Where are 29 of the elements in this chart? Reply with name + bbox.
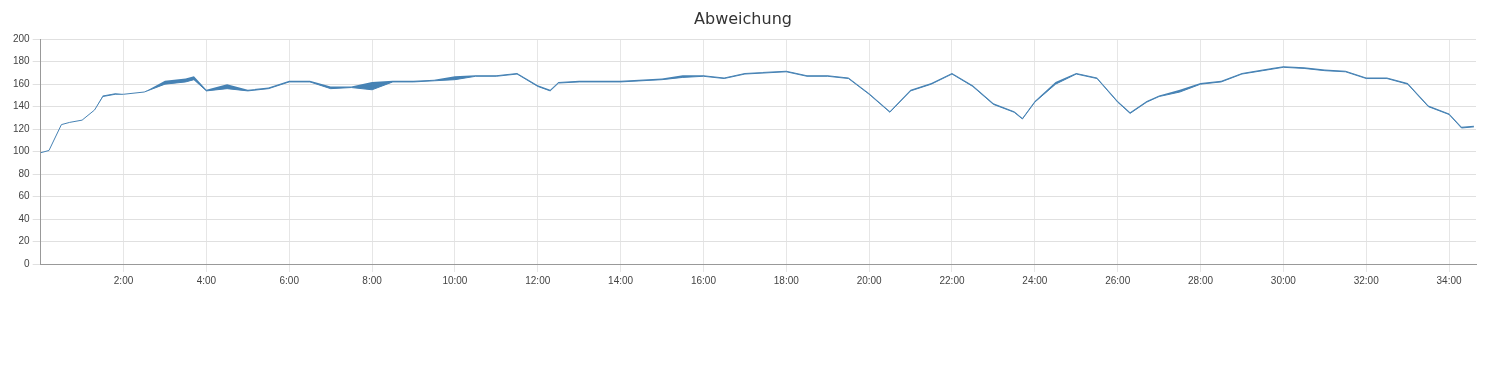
y-tick-label: 0 <box>24 257 31 269</box>
x-tick-label: 24:00 <box>1022 274 1048 286</box>
y-tick-label: 100 <box>13 145 31 157</box>
y-tick-label: 60 <box>18 190 31 202</box>
y-tick-label: 20 <box>18 235 31 247</box>
x-tick-label: 10:00 <box>442 274 468 286</box>
x-tick-label: 28:00 <box>1188 274 1214 286</box>
x-tick-label: 12:00 <box>525 274 551 286</box>
x-tick-label: 8:00 <box>362 274 383 286</box>
y-tick-label: 160 <box>13 77 31 89</box>
x-tick-label: 4:00 <box>196 274 217 286</box>
y-tick-label: 80 <box>18 167 31 179</box>
x-tick-label: 30:00 <box>1270 274 1297 286</box>
x-tick-label: 18:00 <box>773 274 800 286</box>
y-tick-label: 180 <box>13 55 31 67</box>
x-tick-label: 6:00 <box>279 274 300 286</box>
y-tick-label: 200 <box>13 32 31 44</box>
chart-title: Abweichung <box>694 8 792 28</box>
x-tick-label: 26:00 <box>1105 274 1131 286</box>
x-tick-label: 16:00 <box>690 274 717 286</box>
x-tick-label: 32:00 <box>1353 274 1380 286</box>
y-tick-label: 120 <box>13 122 31 134</box>
x-tick-label: 20:00 <box>856 274 883 286</box>
x-tick-label: 14:00 <box>608 274 634 286</box>
y-tick-label: 40 <box>18 212 31 224</box>
x-tick-label: 2:00 <box>113 274 134 286</box>
x-tick-label: 34:00 <box>1436 274 1463 286</box>
x-tick-label: 22:00 <box>939 274 965 286</box>
y-tick-label: 140 <box>13 100 31 112</box>
